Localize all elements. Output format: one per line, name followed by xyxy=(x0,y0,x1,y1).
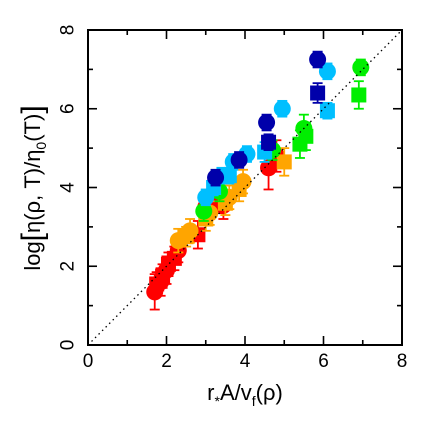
data-point-square xyxy=(231,181,247,197)
series-group xyxy=(207,50,327,187)
data-point-circle xyxy=(207,169,225,187)
svg-text:log[η(ρ, T)/η0(T)]: log[η(ρ, T)/η0(T)] xyxy=(16,105,49,270)
data-point-circle xyxy=(309,51,327,69)
series-group xyxy=(292,80,367,159)
data-point-circle xyxy=(230,151,248,169)
data-point-square xyxy=(276,154,292,170)
x-tick-label: 8 xyxy=(397,351,408,372)
series-group xyxy=(261,82,326,151)
y-tick-label: 4 xyxy=(58,182,79,193)
axis-ticks: 0 2 4 6 8 0 2 4 6 8 xyxy=(58,25,408,372)
data-point-square xyxy=(221,168,237,184)
data-point-square xyxy=(319,103,335,119)
data-point-square xyxy=(310,85,326,101)
data-point-square xyxy=(261,134,277,150)
data-point-circle xyxy=(273,100,291,118)
data-point-square xyxy=(166,250,182,266)
y-tick-label: 8 xyxy=(58,25,79,36)
data-point-square xyxy=(298,128,314,144)
data-point-circle xyxy=(352,58,370,76)
series-group xyxy=(146,139,285,311)
x-axis-label: r*A/vf(ρ) xyxy=(207,380,283,409)
data-point-square xyxy=(351,87,367,103)
data-point-circle xyxy=(195,202,213,220)
data-marks xyxy=(146,50,370,311)
x-tick-label: 0 xyxy=(83,351,94,372)
data-point-circle xyxy=(318,62,336,80)
data-point-square xyxy=(155,268,171,284)
y-axis-label: log[η(ρ, T)/η0(T)] xyxy=(16,105,49,270)
data-point-square xyxy=(178,229,194,245)
x-tick-label: 6 xyxy=(318,351,329,372)
x-tick-label: 4 xyxy=(240,351,251,372)
series-group xyxy=(195,58,370,222)
x-tick-label: 2 xyxy=(161,351,172,372)
reference-line xyxy=(87,29,403,346)
y-tick-label: 2 xyxy=(58,261,79,272)
series-group xyxy=(178,147,292,248)
data-point-circle xyxy=(258,114,276,132)
y-tick-label: 6 xyxy=(58,103,79,114)
y-tick-label: 0 xyxy=(58,340,79,351)
